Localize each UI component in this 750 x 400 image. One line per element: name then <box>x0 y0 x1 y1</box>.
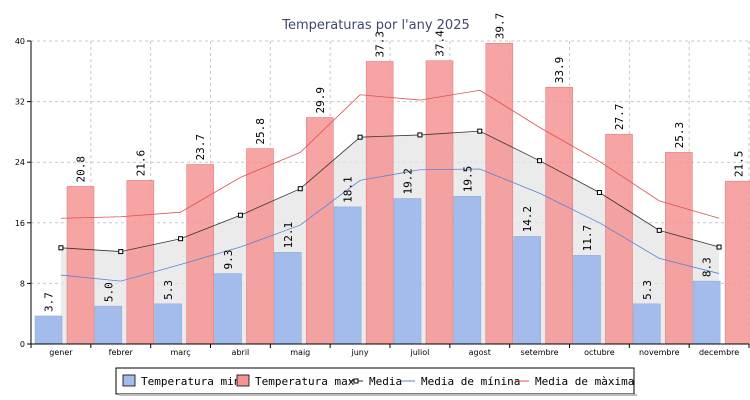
chart-title: Temperaturas por l'any 2025 <box>281 18 470 33</box>
x-tick-label: agost <box>469 348 491 357</box>
x-tick-label: maig <box>290 348 310 357</box>
legend-marker <box>353 378 359 384</box>
bar-max <box>126 180 155 345</box>
x-tick-label: juliol <box>409 348 429 357</box>
bar-max <box>545 86 573 345</box>
legend-box <box>115 367 635 395</box>
bar-min <box>214 273 242 345</box>
data-label-max: 27.7 <box>613 104 626 131</box>
bar-max <box>665 152 693 345</box>
bar-max <box>186 164 214 345</box>
bar-max <box>724 180 750 345</box>
bar-min <box>633 303 661 345</box>
bar-max <box>306 117 334 345</box>
media-marker <box>237 212 243 218</box>
x-tick-label: gener <box>49 348 73 357</box>
data-label-max: 33.9 <box>553 57 566 84</box>
bar-max <box>66 186 95 345</box>
x-tick-label: octubre <box>584 348 615 357</box>
legend-swatch <box>122 374 136 387</box>
data-label-min: 5.3 <box>641 280 654 300</box>
media-marker <box>596 190 602 195</box>
x-tick-label: juny <box>351 348 369 357</box>
data-label-max: 23.7 <box>194 134 207 161</box>
data-labels: 3.7 20.8 5.0 21.6 5.3 23.7 9.3 25.8 12.1 29.9 18.1… <box>43 13 746 312</box>
media-marker <box>477 128 483 134</box>
x-tick-label: febrer <box>109 348 134 357</box>
bar-min <box>453 196 482 345</box>
x-tick-label: setembre <box>521 348 559 357</box>
line-media <box>60 130 720 252</box>
data-label-min: 3.7 <box>43 292 56 312</box>
bar-min <box>692 280 721 345</box>
bar-max <box>605 133 633 345</box>
y-tick-label: 40 <box>15 37 25 46</box>
data-label-min: 9.3 <box>222 250 235 270</box>
data-label-min: 19.5 <box>461 166 474 193</box>
y-tick-label: 24 <box>15 158 25 167</box>
line-media-minima <box>60 168 720 282</box>
bar-min <box>393 198 422 345</box>
x-tick-label: novembre <box>639 348 680 357</box>
bar-min <box>94 305 123 345</box>
media-marker <box>656 227 662 233</box>
data-label-min: 11.7 <box>581 225 594 252</box>
legend-swatch <box>236 374 250 387</box>
bar-max <box>246 148 274 345</box>
data-label-min: 5.3 <box>162 280 175 300</box>
data-label-max: 21.5 <box>733 151 746 178</box>
media-marker <box>297 186 303 192</box>
media-marker <box>58 245 64 251</box>
line-media-maxima <box>60 89 720 219</box>
axes: 0 8 16 24 32 40 gener febrer març abril maig juny ju… <box>15 37 750 357</box>
data-label-min: 8.3 <box>701 257 714 277</box>
media-marker <box>118 249 124 255</box>
data-label-min: 19.2 <box>402 168 415 195</box>
data-label-min: 5.0 <box>102 282 115 302</box>
bars <box>34 43 750 345</box>
data-label-max: 29.9 <box>314 87 327 114</box>
bar-max <box>485 43 514 345</box>
data-label-max: 25.3 <box>673 122 686 149</box>
y-tick-label: 32 <box>15 98 25 107</box>
bar-max <box>365 61 394 345</box>
data-label-max: 37.4 <box>434 30 447 57</box>
y-tick-label: 0 <box>20 340 25 349</box>
data-label-min: 12.1 <box>282 222 295 249</box>
legend-label: Temperatura min <box>141 375 240 388</box>
data-label-max: 20.8 <box>75 156 88 183</box>
legend-label: Media de màxima <box>535 375 634 388</box>
legend-label: Media de mínina <box>421 375 520 388</box>
data-label-min: 14.2 <box>521 206 534 233</box>
bar-max <box>425 60 454 345</box>
media-marker <box>357 134 363 140</box>
media-marker <box>417 132 423 138</box>
bar-min <box>573 255 601 345</box>
bar-min <box>34 315 63 345</box>
media-marker <box>537 158 543 164</box>
data-label-max: 39.7 <box>493 13 506 40</box>
y-tick-label: 8 <box>20 279 25 288</box>
bar-min <box>274 252 302 345</box>
data-label-max: 21.6 <box>134 150 147 177</box>
lines <box>58 89 722 282</box>
media-marker <box>178 236 184 242</box>
legend: Temperatura min Temperatura max Media Media… <box>115 367 637 396</box>
legend-label: Media <box>369 375 402 388</box>
bar-min <box>513 236 541 345</box>
x-tick-label: març <box>170 348 190 357</box>
x-tick-label: decembre <box>699 348 739 357</box>
bar-min <box>333 206 362 345</box>
legend-label: Temperatura max <box>255 375 355 388</box>
x-tick-label: abril <box>232 348 250 357</box>
data-label-min: 18.1 <box>342 176 355 203</box>
data-label-max: 25.8 <box>254 118 267 145</box>
media-marker <box>716 244 722 250</box>
data-label-max: 37.3 <box>374 31 387 58</box>
bar-min <box>154 303 182 345</box>
y-tick-label: 16 <box>15 219 25 228</box>
